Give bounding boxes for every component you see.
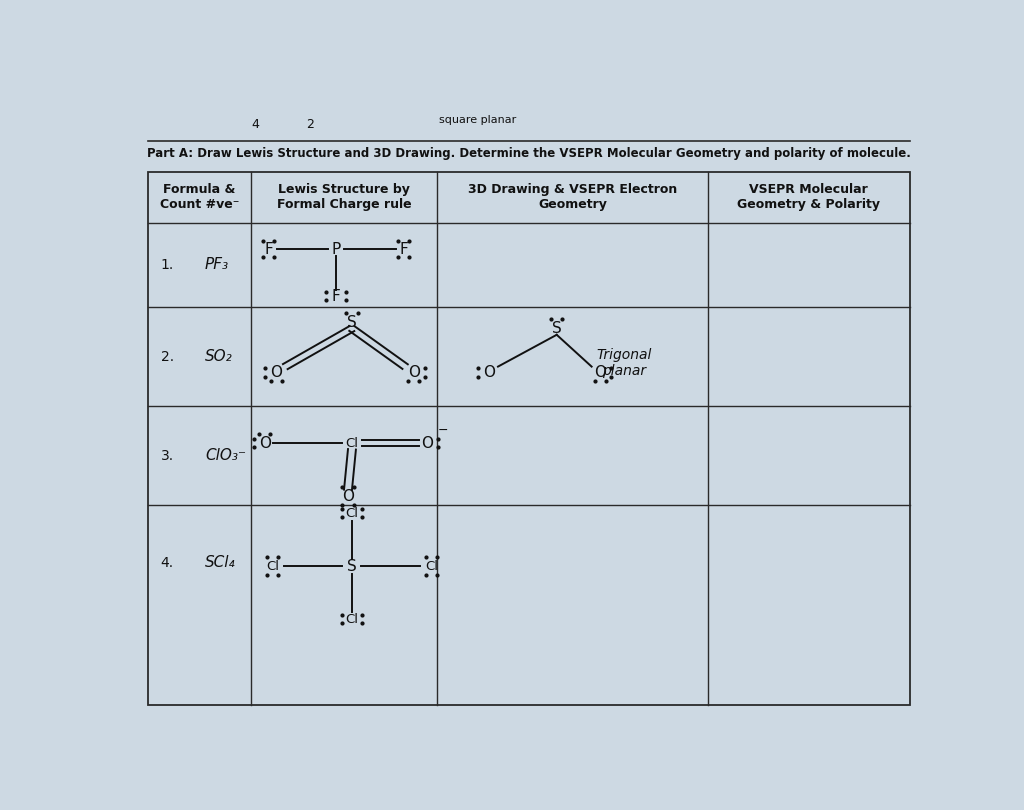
Text: O: O (421, 436, 433, 450)
Text: 4: 4 (251, 117, 259, 130)
Text: O: O (259, 436, 270, 450)
Text: VSEPR Molecular
Geometry & Polarity: VSEPR Molecular Geometry & Polarity (737, 183, 881, 211)
Text: Cl: Cl (425, 560, 438, 573)
Text: S: S (552, 321, 561, 336)
Text: ClO₃⁻: ClO₃⁻ (205, 448, 246, 463)
Text: S: S (347, 315, 356, 330)
Text: 2: 2 (306, 117, 314, 130)
Text: Trigonal
planar: Trigonal planar (596, 347, 652, 378)
Text: Cl: Cl (345, 612, 358, 625)
Text: O: O (408, 364, 420, 380)
Text: O: O (483, 364, 496, 380)
Text: Cl: Cl (345, 437, 358, 450)
Text: 4.: 4. (161, 556, 174, 570)
Text: O: O (594, 364, 606, 380)
Text: Formula &
Count #ve⁻: Formula & Count #ve⁻ (160, 183, 239, 211)
Text: Part A: Draw Lewis Structure and 3D Drawing. Determine the VSEPR Molecular Geome: Part A: Draw Lewis Structure and 3D Draw… (146, 147, 910, 160)
Text: S: S (347, 559, 356, 573)
Text: Cl: Cl (266, 560, 280, 573)
Text: 3.: 3. (161, 449, 174, 463)
Text: square planar: square planar (438, 115, 516, 126)
Text: F: F (399, 242, 408, 257)
Text: F: F (332, 288, 340, 304)
Text: 3D Drawing & VSEPR Electron
Geometry: 3D Drawing & VSEPR Electron Geometry (468, 183, 677, 211)
Text: P: P (332, 242, 341, 257)
Text: O: O (270, 364, 283, 380)
Text: 2.: 2. (161, 350, 174, 364)
Text: Lewis Structure by
Formal Charge rule: Lewis Structure by Formal Charge rule (276, 183, 412, 211)
Text: O: O (342, 488, 354, 504)
Text: SO₂: SO₂ (205, 349, 232, 364)
Text: Cl: Cl (345, 506, 358, 519)
Text: −: − (438, 424, 449, 437)
Text: F: F (264, 242, 273, 257)
Text: PF₃: PF₃ (205, 258, 229, 272)
Text: SCl₄: SCl₄ (205, 556, 236, 570)
Text: 1.: 1. (161, 258, 174, 272)
